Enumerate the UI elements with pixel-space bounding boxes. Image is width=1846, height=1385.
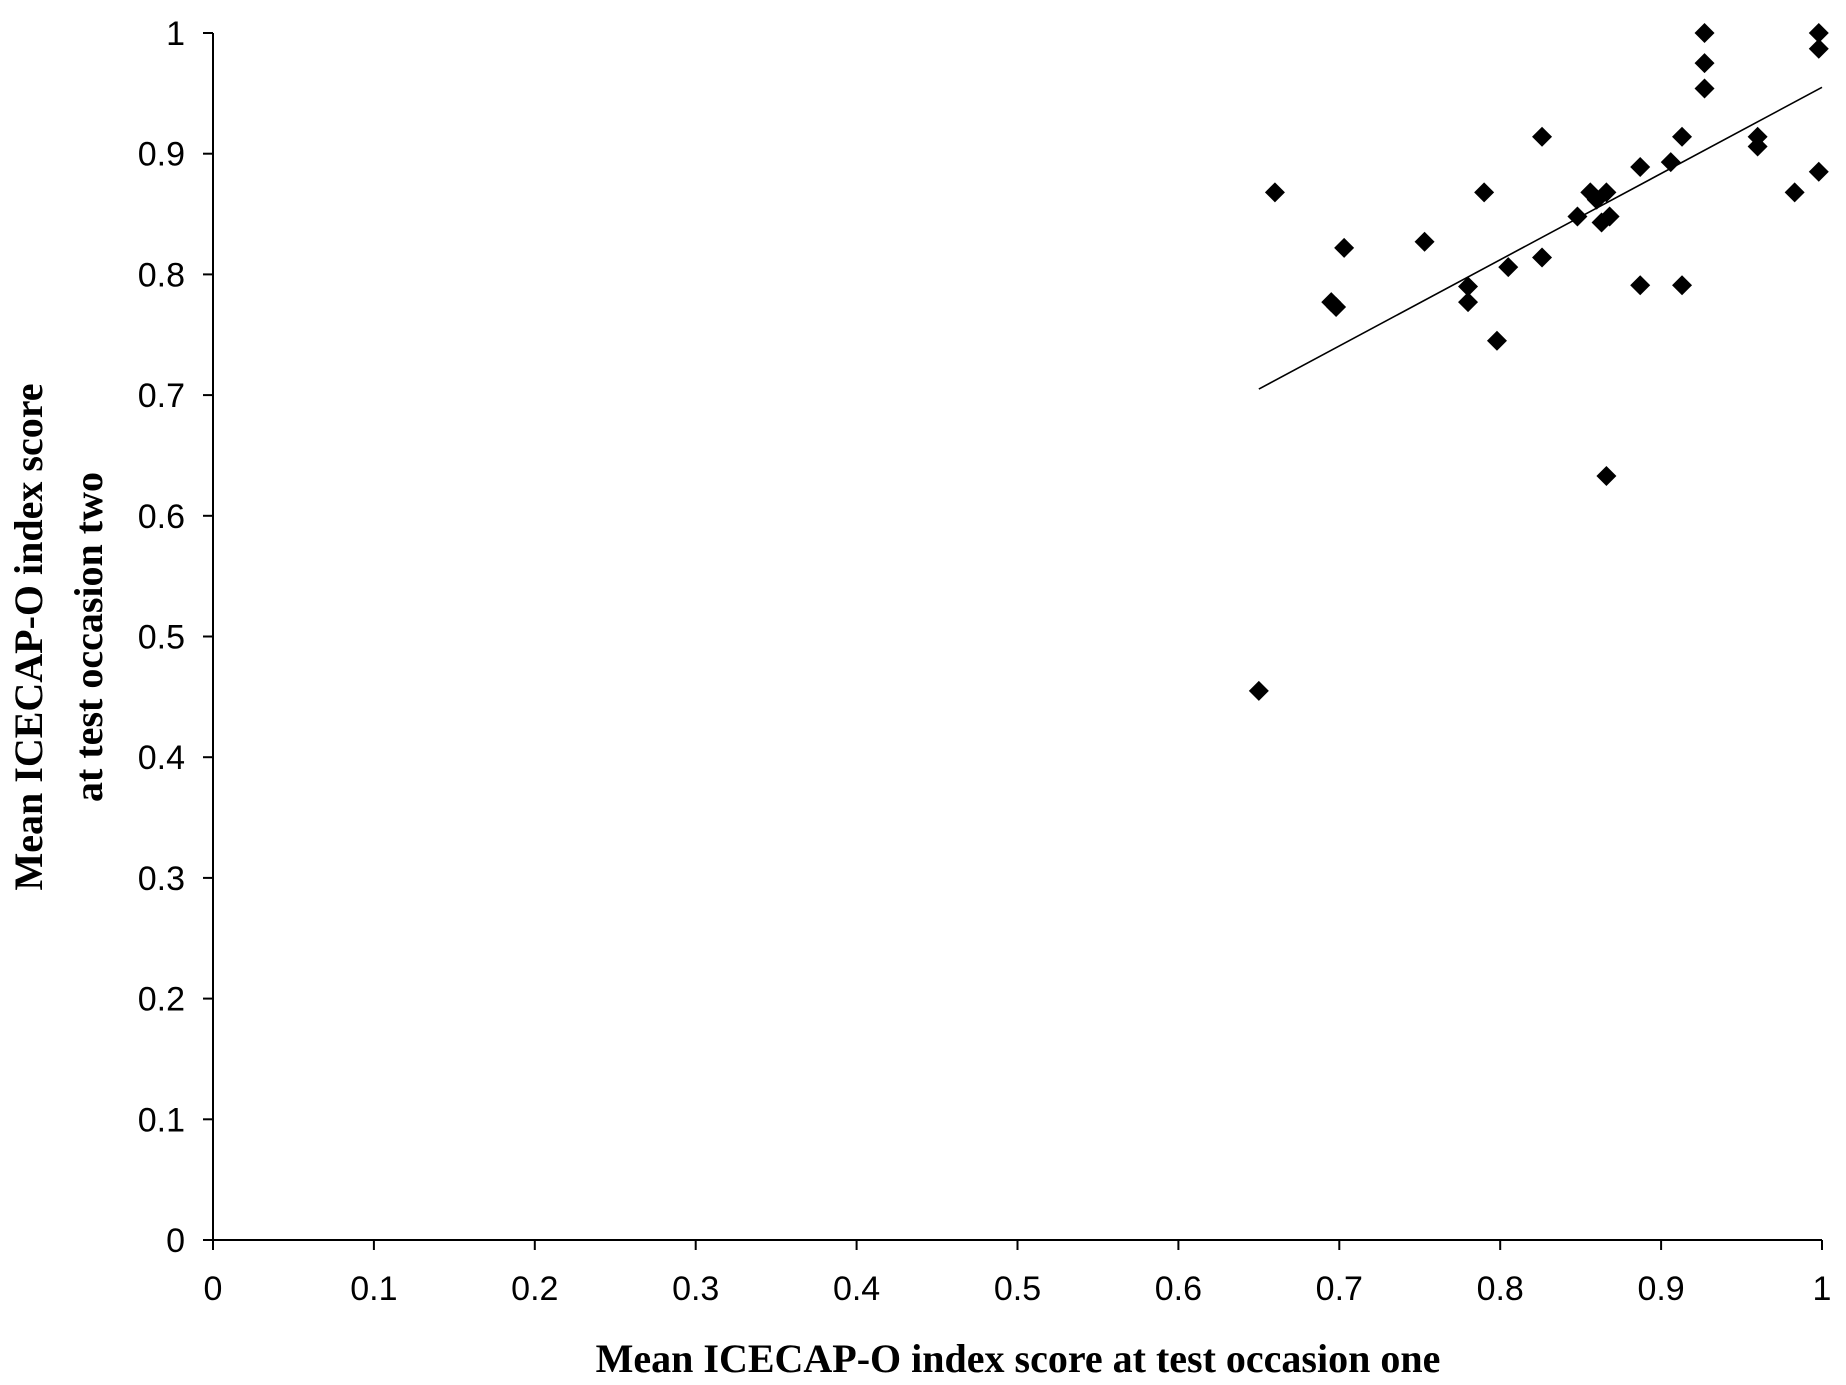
- y-tick-label: 0.5: [138, 619, 185, 657]
- y-tick-label: 0.9: [138, 136, 185, 174]
- x-tick-label: 1: [1813, 1270, 1832, 1308]
- data-point: [1532, 247, 1553, 268]
- x-tick-label: 0.1: [350, 1270, 397, 1308]
- y-tick-label: 0: [166, 1222, 185, 1260]
- data-point: [1808, 38, 1829, 59]
- data-point: [1599, 206, 1620, 227]
- data-point: [1567, 206, 1588, 227]
- data-point: [1672, 275, 1693, 296]
- y-tick-label: 0.4: [138, 739, 185, 777]
- y-tick-label: 0.3: [138, 860, 185, 898]
- y-tick-label: 1: [166, 15, 185, 53]
- y-tick-label: 0.1: [138, 1101, 185, 1139]
- data-point: [1694, 53, 1715, 74]
- data-point: [1596, 465, 1617, 486]
- data-point: [1474, 182, 1495, 203]
- data-point: [1747, 136, 1768, 157]
- data-point: [1694, 23, 1715, 43]
- data-point: [1596, 182, 1617, 203]
- data-point: [1414, 231, 1435, 252]
- y-tick-label: 0.6: [138, 498, 185, 536]
- y-axis-ticks: 0 0.1 0.2 0.3 0.4 0.5 0.6 0.7 0.8 0.9 1: [138, 15, 213, 1260]
- x-tick-label: 0.2: [511, 1270, 558, 1308]
- y-axis-title-line-1: Mean ICECAP-O index score: [6, 384, 51, 891]
- data-point: [1672, 126, 1693, 147]
- x-tick-label: 0: [204, 1270, 223, 1308]
- x-tick-label: 0.8: [1477, 1270, 1524, 1308]
- x-tick-label: 0.5: [994, 1270, 1041, 1308]
- y-tick-label: 0.8: [138, 256, 185, 294]
- data-point: [1630, 275, 1651, 296]
- data-point: [1784, 182, 1805, 203]
- y-tick-label: 0.7: [138, 377, 185, 415]
- data-point: [1630, 156, 1651, 177]
- data-point: [1532, 126, 1553, 147]
- x-axis-title: Mean ICECAP-O index score at test occasi…: [596, 1336, 1441, 1381]
- data-point: [1498, 257, 1519, 278]
- data-point: [1694, 78, 1715, 99]
- y-axis-title: Mean ICECAP-O index score at test occasi…: [6, 384, 111, 891]
- x-tick-label: 0.6: [1155, 1270, 1202, 1308]
- data-point: [1660, 152, 1681, 173]
- data-point: [1458, 276, 1479, 297]
- y-tick-label: 0.2: [138, 981, 185, 1019]
- trendline-group: [1258, 86, 1823, 390]
- data-point: [1486, 330, 1507, 351]
- x-tick-label: 0.9: [1637, 1270, 1684, 1308]
- x-tick-label: 0.3: [672, 1270, 719, 1308]
- data-point: [1458, 292, 1479, 313]
- x-tick-label: 0.4: [833, 1270, 880, 1308]
- data-point: [1808, 161, 1829, 182]
- data-point: [1334, 237, 1355, 258]
- x-axis-ticks: 0 0.1 0.2 0.3 0.4 0.5 0.6 0.7 0.8 0.9 1: [204, 1240, 1832, 1308]
- data-point: [1326, 296, 1347, 317]
- data-point: [1264, 182, 1285, 203]
- data-point: [1248, 680, 1269, 701]
- trendline: [1258, 86, 1823, 390]
- data-point: [1808, 23, 1829, 43]
- data-points: [1248, 23, 1829, 701]
- x-tick-label: 0.7: [1316, 1270, 1363, 1308]
- y-axis-title-line-2: at test occasion two: [66, 472, 111, 802]
